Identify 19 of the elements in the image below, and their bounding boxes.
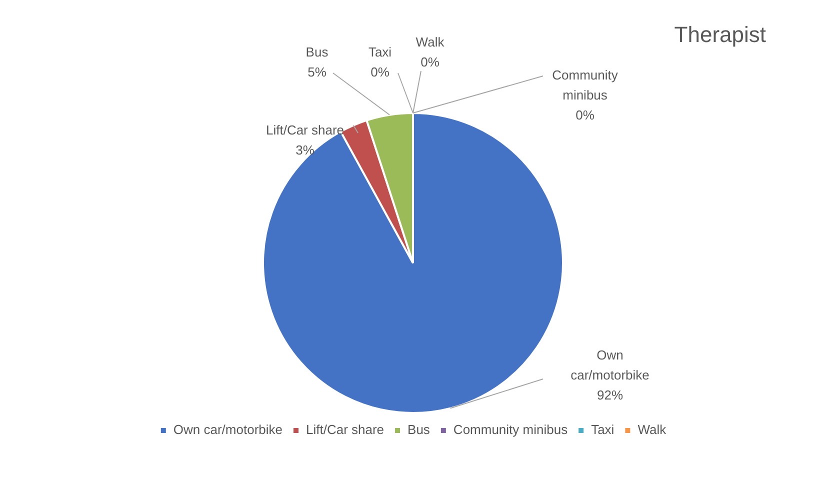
legend-label: Community minibus: [453, 422, 568, 438]
slice-label: Own car/motorbike: [570, 348, 650, 383]
data-label: 92%: [596, 388, 624, 403]
slice-label: Bus: [306, 44, 329, 60]
text: Therapist: [674, 22, 766, 48]
legend-label: Bus: [408, 422, 430, 438]
legend-label: Lift/Car share: [306, 422, 384, 438]
category-label: Community minibus: [552, 68, 618, 103]
legend-label: Taxi: [591, 422, 614, 438]
legend-label: Walk: [638, 422, 667, 438]
data-label: 5%: [308, 64, 327, 80]
category-label: Walk: [416, 34, 444, 50]
text: 0%: [420, 54, 440, 70]
legend-label: Own car/motorbike: [173, 422, 282, 438]
text: 0%: [370, 64, 390, 80]
category-label: Taxi: [368, 44, 392, 60]
slice-label: Lift/Car share: [266, 122, 344, 138]
data-label: 3%: [296, 142, 315, 158]
text: 0%: [576, 108, 594, 123]
